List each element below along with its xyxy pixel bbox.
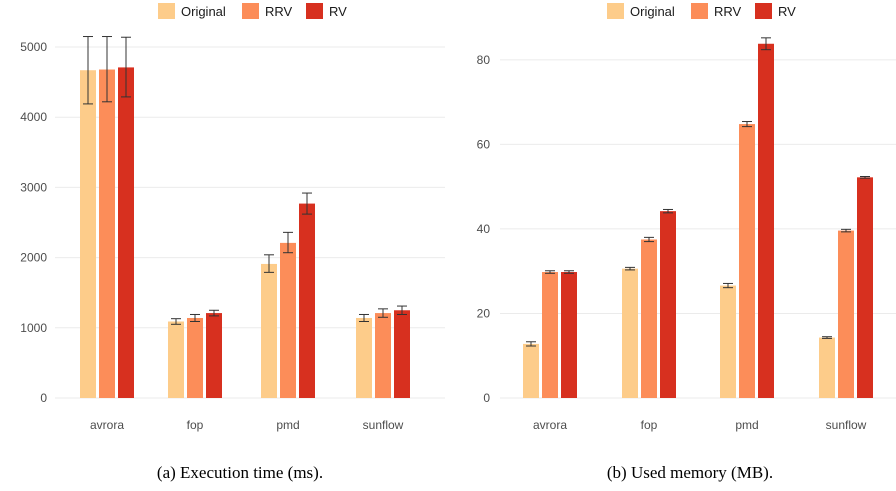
legend-a-swatch-rrv — [242, 3, 259, 19]
legend-a-swatch-rv — [306, 3, 323, 19]
bar-rrv-avrora — [542, 272, 558, 398]
legend-a-swatch-original — [158, 3, 175, 19]
x-tick-label: fop — [641, 418, 658, 432]
caption-a: (a) Execution time (ms). — [157, 463, 323, 482]
legend-a-label-original: Original — [181, 4, 226, 19]
y-tick-label: 40 — [477, 222, 491, 236]
y-tick-label: 0 — [483, 391, 490, 405]
bar-original-sunflow — [356, 317, 372, 398]
bar-rv-sunflow — [394, 310, 410, 398]
legend-a: Original RRV RV — [158, 3, 347, 19]
bar-rrv-sunflow — [838, 230, 854, 398]
bar-rrv-sunflow — [375, 313, 391, 398]
x-tick-label: avrora — [533, 418, 567, 432]
legend-b-swatch-original — [607, 3, 624, 19]
y-tick-label: 0 — [40, 391, 47, 405]
legend-a-label-rv: RV — [329, 4, 347, 19]
bar-original-fop — [168, 321, 184, 398]
bar-original-avrora — [80, 70, 96, 398]
bar-rrv-fop — [641, 239, 657, 398]
x-tick-label: sunflow — [363, 418, 404, 432]
legend-b-label-rrv: RRV — [714, 4, 742, 19]
bar-original-pmd — [720, 285, 736, 398]
bar-rrv-avrora — [99, 69, 115, 399]
bar-original-fop — [622, 268, 638, 398]
legend-b-label-original: Original — [630, 4, 675, 19]
legend-b-label-rv: RV — [778, 4, 796, 19]
bar-rv-pmd — [758, 43, 774, 398]
legend-b: Original RRV RV — [607, 3, 796, 19]
chart-panel-used-memory: 0 20 40 60 80 avrora fop pmd sunflow — [477, 37, 896, 432]
bar-rv-sunflow — [857, 177, 873, 398]
caption-b: (b) Used memory (MB). — [607, 463, 773, 482]
bar-rv-pmd — [299, 203, 315, 398]
legend-b-swatch-rv — [755, 3, 772, 19]
y-tick-label: 80 — [477, 53, 491, 67]
bar-rv-avrora — [561, 272, 577, 398]
y-tick-label: 4000 — [20, 110, 47, 124]
bar-original-avrora — [523, 343, 539, 398]
y-tick-label: 60 — [477, 137, 491, 151]
x-tick-label: avrora — [90, 418, 124, 432]
bar-original-pmd — [261, 263, 277, 398]
bar-rv-avrora — [118, 67, 134, 399]
bar-rrv-pmd — [739, 124, 755, 398]
legend-a-label-rrv: RRV — [265, 4, 293, 19]
legend-b-swatch-rrv — [691, 3, 708, 19]
x-tick-label: pmd — [276, 418, 299, 432]
bar-rrv-fop — [187, 317, 203, 398]
bar-rv-fop — [660, 211, 676, 398]
y-tick-label: 2000 — [20, 251, 47, 265]
y-tick-label: 1000 — [20, 321, 47, 335]
bar-rrv-pmd — [280, 242, 296, 398]
bar-rv-fop — [206, 313, 222, 398]
x-tick-label: fop — [187, 418, 204, 432]
x-tick-label: sunflow — [826, 418, 867, 432]
y-tick-label: 20 — [477, 306, 491, 320]
chart-panel-execution-time: 0 1000 2000 3000 4000 5000 avrora fop pmd sunflow — [20, 36, 445, 432]
y-tick-label: 3000 — [20, 180, 47, 194]
bar-original-sunflow — [819, 337, 835, 398]
y-tick-label: 5000 — [20, 40, 47, 54]
x-tick-label: pmd — [735, 418, 758, 432]
